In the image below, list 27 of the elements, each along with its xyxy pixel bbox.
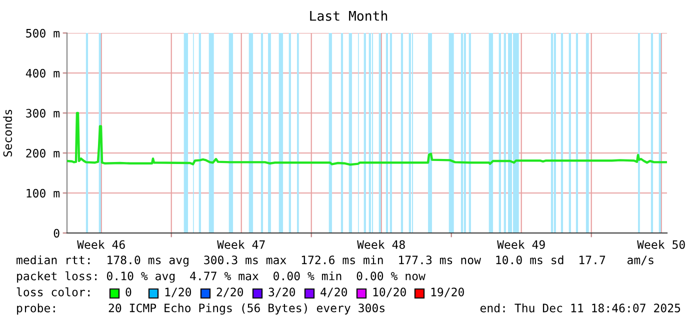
y-tick-label: 400 m (26, 68, 60, 78)
x-tick-label: Week 48 (357, 240, 405, 249)
text: 2/20 (216, 288, 244, 298)
y-tick-label: 300 m (26, 108, 60, 118)
text: end: Thu Dec 11 18:46:07 2025 (480, 303, 680, 312)
text: loss color: (16, 287, 90, 296)
text: 1/20 (165, 288, 192, 298)
y-axis-title: Seconds (3, 110, 12, 157)
text: 20 ICMP Echo Pings (56 Bytes) every 300s (108, 303, 384, 315)
line-series (67, 112, 667, 166)
x-tick-label: Week 46 (77, 240, 125, 249)
text: 19/20 (431, 288, 464, 298)
text: probe: (17, 303, 55, 315)
y-tick-label: 0 (54, 228, 60, 238)
text: 0 (126, 288, 132, 296)
text: 10/20 (373, 288, 406, 298)
y-tick-label: 200 m (26, 148, 60, 158)
x-tick-label: Week 47 (217, 240, 265, 249)
y-tick-label: 100 m (26, 188, 60, 198)
text: 3/20 (268, 288, 296, 298)
y-tick-label: 500 m (26, 28, 60, 38)
text: 4/20 (320, 288, 348, 298)
chart-title: Last Month (310, 10, 388, 21)
x-tick-label: Week 50 (637, 240, 685, 249)
x-tick-label: Week 49 (497, 240, 545, 249)
text: median rtt: 178.0 ms avg 300.3 ms max 172.6 ms min 177.3 ms now 10.0 ms sd 17.7 am/s (16, 255, 654, 267)
text: packet loss: 0.10 % avg 4.77 % max 0.00 % min 0.00 % now (17, 271, 426, 283)
